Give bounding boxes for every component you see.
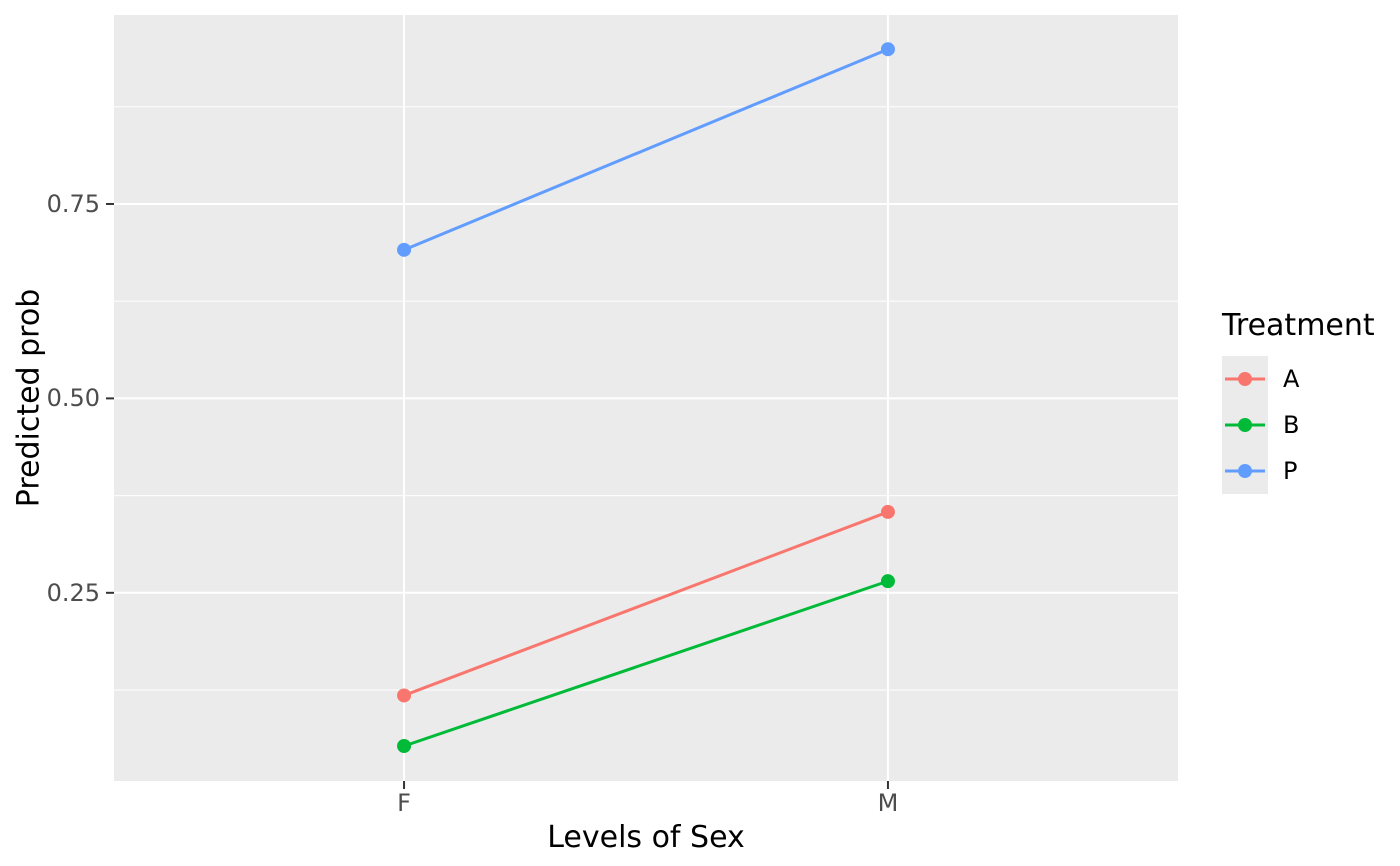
y-tick-label: 0.25 [46,578,100,607]
legend-key-icon [1222,402,1268,448]
data-point-B [397,739,412,754]
legend-item-P: P [1222,448,1375,494]
legend-label: A [1283,365,1300,393]
series-line-A [403,510,889,697]
legend-title: Treatment [1222,308,1375,343]
data-point-A [397,688,412,703]
data-point-B [880,574,895,589]
series-line-B [403,579,889,748]
x-tick-label: M [877,789,899,817]
y-tick-label: 0.50 [46,384,100,413]
legend-item-A: A [1222,356,1375,402]
series-line-P [403,47,889,252]
legend-label: P [1283,457,1298,485]
x-axis-title: Levels of Sex [547,820,745,855]
x-tick-label: F [397,789,411,817]
y-tick-label: 0.75 [46,189,100,218]
data-point-P [880,42,895,57]
legend-label: B [1283,411,1300,439]
legend-item-B: B [1222,402,1375,448]
legend-key-icon [1222,448,1268,494]
legend-key-icon [1222,356,1268,402]
data-point-A [880,504,895,519]
data-point-P [397,242,412,257]
